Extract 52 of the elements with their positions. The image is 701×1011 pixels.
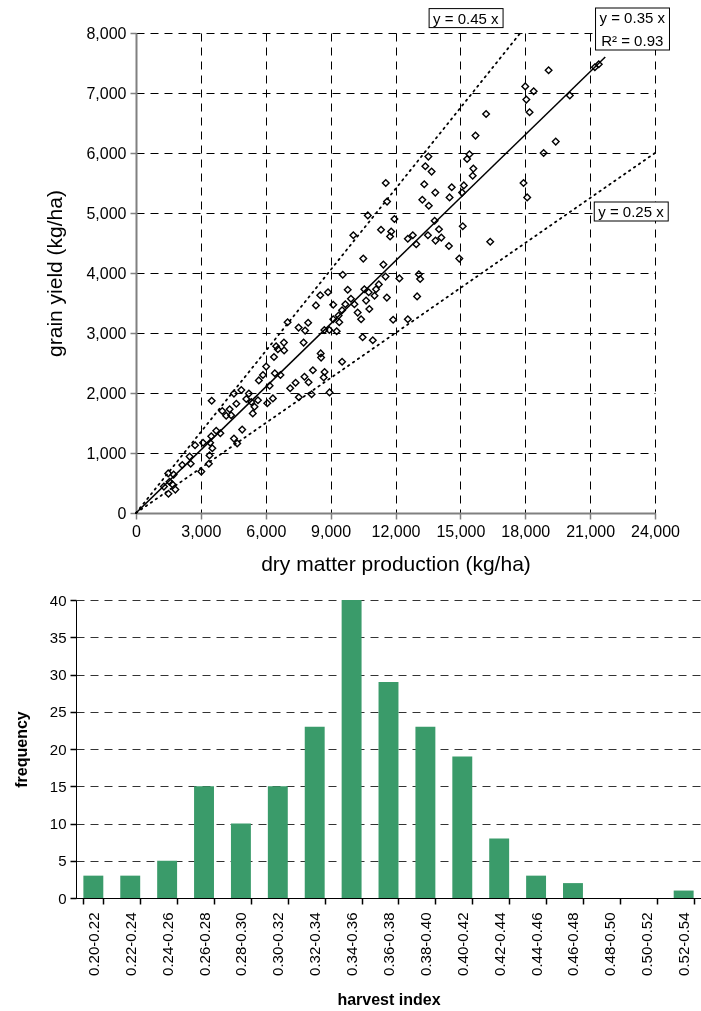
x-tick-label: 15,000	[436, 522, 486, 540]
x-tick-label: 9,000	[311, 522, 352, 540]
x-tick-label: 0.42-0.44	[490, 912, 508, 976]
x-tick-label: 6,000	[246, 522, 287, 540]
y-tick-label: 0	[58, 889, 67, 907]
y-tick-label: 35	[49, 628, 67, 646]
x-tick-label: 0.28-0.30	[232, 912, 250, 976]
text: y = 0.35 x	[599, 9, 666, 26]
y-tick-label: 20	[49, 740, 67, 758]
y-tick-label: 3,000	[86, 324, 127, 342]
y-tick-label: 10	[49, 815, 67, 832]
x-tick-label: 18,000	[501, 522, 551, 540]
x-tick-label: 21,000	[566, 522, 616, 540]
annotation: R² = 0.93	[601, 32, 664, 49]
y-tick-label: 6,000	[86, 144, 127, 162]
series-label: y = 0.25 x	[598, 203, 665, 220]
y-tick-label: 2,000	[86, 384, 127, 402]
y-tick-label: 25	[49, 703, 67, 721]
y-tick-label: 5,000	[86, 204, 127, 222]
y-tick-label: 30	[49, 666, 67, 683]
x-tick-label: 0.48-0.50	[601, 912, 619, 976]
x-tick-label: 0.30-0.32	[269, 912, 287, 976]
x-tick-label: 0.36-0.38	[380, 912, 397, 976]
x-tick-label: 0	[132, 522, 142, 540]
x-tick-label: 3,000	[181, 522, 222, 540]
x-tick-label: 0.26-0.28	[195, 912, 213, 976]
x-tick-label: 0.22-0.24	[121, 912, 139, 976]
x-tick-label: 12,000	[371, 522, 421, 540]
y-tick-label: 4,000	[86, 264, 127, 282]
y-tick-label: 8,000	[86, 24, 127, 42]
x-tick-label: 0.46-0.48	[564, 912, 582, 976]
y-tick-label: 7,000	[86, 84, 127, 102]
y-tick-label: 40	[49, 591, 67, 609]
x-tick-label: 0.34-0.36	[343, 912, 361, 976]
y-axis-title: grain yield (kg/ha)	[43, 190, 67, 357]
x-tick-label: 0.20-0.22	[84, 912, 102, 976]
x-tick-label: 24,000	[631, 522, 681, 540]
y-tick-label: 15	[49, 777, 67, 795]
x-tick-label: 0.50-0.52	[638, 912, 656, 976]
y-tick-label: 0	[117, 504, 127, 522]
x-tick-label: 0.52-0.54	[675, 912, 693, 976]
x-axis-title: dry matter production (kg/ha)	[261, 551, 531, 575]
x-axis-title: harvest index	[337, 990, 441, 1008]
x-tick-label: 0.40-0.42	[453, 912, 471, 976]
x-tick-label: 0.38-0.40	[416, 912, 434, 976]
y-tick-label: 5	[58, 852, 67, 870]
y-tick-label: 1,000	[86, 444, 127, 462]
series-label: y = 0.45 x	[433, 9, 500, 27]
y-axis-title: frequency	[12, 711, 30, 788]
x-tick-label: 0.44-0.46	[527, 912, 545, 976]
x-tick-label: 0.32-0.34	[306, 912, 324, 976]
x-tick-label: 0.24-0.26	[158, 912, 176, 976]
